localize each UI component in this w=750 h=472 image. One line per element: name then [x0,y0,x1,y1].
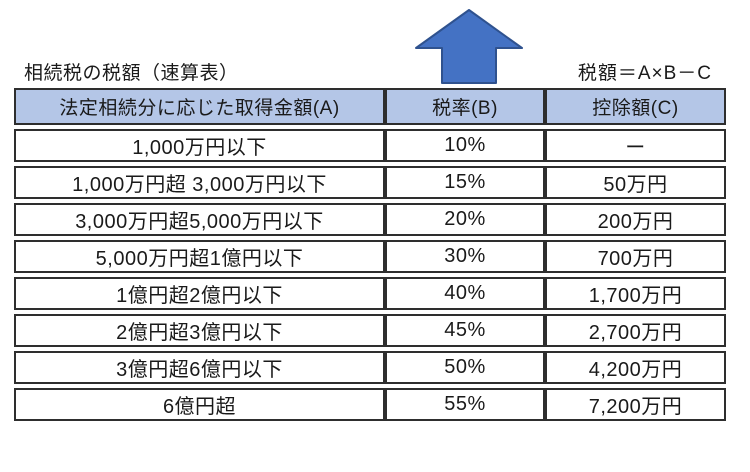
table-cell-bracket: 3億円超6億円以下 [14,351,385,384]
table-cell-rate: 55% [385,388,545,421]
table-header-row: 法定相続分に応じた取得金額(A) 税率(B) 控除額(C) [14,88,726,125]
table-cell-deduction: 2,700万円 [545,314,726,347]
table-cell-bracket: 1,000万円超 3,000万円以下 [14,166,385,199]
column-header-deduction: 控除額(C) [545,88,726,125]
table-cell-rate: 45% [385,314,545,347]
table-row: 5,000万円超1億円以下 30% 700万円 [14,240,726,273]
table-cell-bracket: 1,000万円以下 [14,129,385,162]
table-cell-deduction: 1,700万円 [545,277,726,310]
table-row: 2億円超3億円以下 45% 2,700万円 [14,314,726,347]
block-arrow-up-icon [414,8,524,85]
table-cell-bracket: 5,000万円超1億円以下 [14,240,385,273]
table-cell-bracket: 3,000万円超5,000万円以下 [14,203,385,236]
column-header-acquisition-amount: 法定相続分に応じた取得金額(A) [14,88,385,125]
table-cell-rate: 50% [385,351,545,384]
table-cell-deduction: 700万円 [545,240,726,273]
page-title: 相続税の税額（速算表） [24,63,239,84]
table-cell-bracket: 1億円超2億円以下 [14,277,385,310]
table-cell-deduction: 4,200万円 [545,351,726,384]
tax-rate-table-container: 法定相続分に応じた取得金額(A) 税率(B) 控除額(C) 1,000万円以下 … [14,84,726,425]
table-row: 3,000万円超5,000万円以下 20% 200万円 [14,203,726,236]
table-row: 1億円超2億円以下 40% 1,700万円 [14,277,726,310]
table-cell-deduction: ー [545,129,726,162]
table-row: 1,000万円以下 10% ー [14,129,726,162]
table-cell-deduction: 50万円 [545,166,726,199]
table-cell-rate: 40% [385,277,545,310]
tax-rate-table: 法定相続分に応じた取得金額(A) 税率(B) 控除額(C) 1,000万円以下 … [14,84,726,425]
tax-formula: 税額＝A×B－C [577,63,712,84]
table-cell-deduction: 200万円 [545,203,726,236]
table-row: 3億円超6億円以下 50% 4,200万円 [14,351,726,384]
table-row: 1,000万円超 3,000万円以下 15% 50万円 [14,166,726,199]
table-cell-deduction: 7,200万円 [545,388,726,421]
column-header-tax-rate: 税率(B) [385,88,545,125]
table-cell-rate: 10% [385,129,545,162]
table-cell-rate: 20% [385,203,545,236]
table-cell-bracket: 6億円超 [14,388,385,421]
table-cell-rate: 15% [385,166,545,199]
table-cell-rate: 30% [385,240,545,273]
table-cell-bracket: 2億円超3億円以下 [14,314,385,347]
table-row: 6億円超 55% 7,200万円 [14,388,726,421]
